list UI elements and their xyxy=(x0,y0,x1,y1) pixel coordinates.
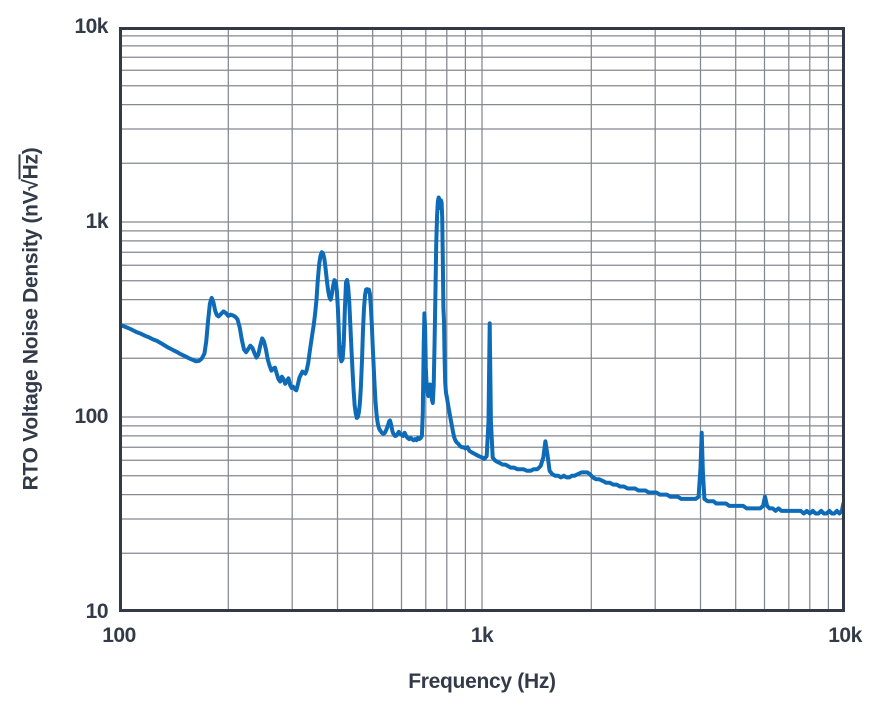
y-tick-label: 100 xyxy=(74,405,108,428)
plot-area xyxy=(119,27,845,612)
y-axis-label: RTO Voltage Noise Density (nV√Hz) xyxy=(18,147,44,491)
y-tick-label: 1k xyxy=(85,210,109,233)
noise-curve xyxy=(119,195,845,516)
x-tick-label: 1k xyxy=(470,624,494,647)
y-axis-label-radicand: Hz xyxy=(18,154,43,180)
y-axis-label-prefix: RTO Voltage Noise Density (nV xyxy=(19,190,43,491)
plot-svg xyxy=(119,27,845,612)
y-axis-label-suffix: ) xyxy=(19,147,43,155)
y-tick-label: 10 xyxy=(85,600,109,623)
x-tick-label: 100 xyxy=(102,624,136,647)
x-axis-label: Frequency (Hz) xyxy=(408,670,556,693)
sqrt-symbol: √ xyxy=(19,179,43,191)
y-tick-label: 10k xyxy=(74,15,108,38)
grid-lines xyxy=(119,27,845,612)
plot-frame xyxy=(119,27,845,612)
x-tick-label: 10k xyxy=(828,624,862,647)
